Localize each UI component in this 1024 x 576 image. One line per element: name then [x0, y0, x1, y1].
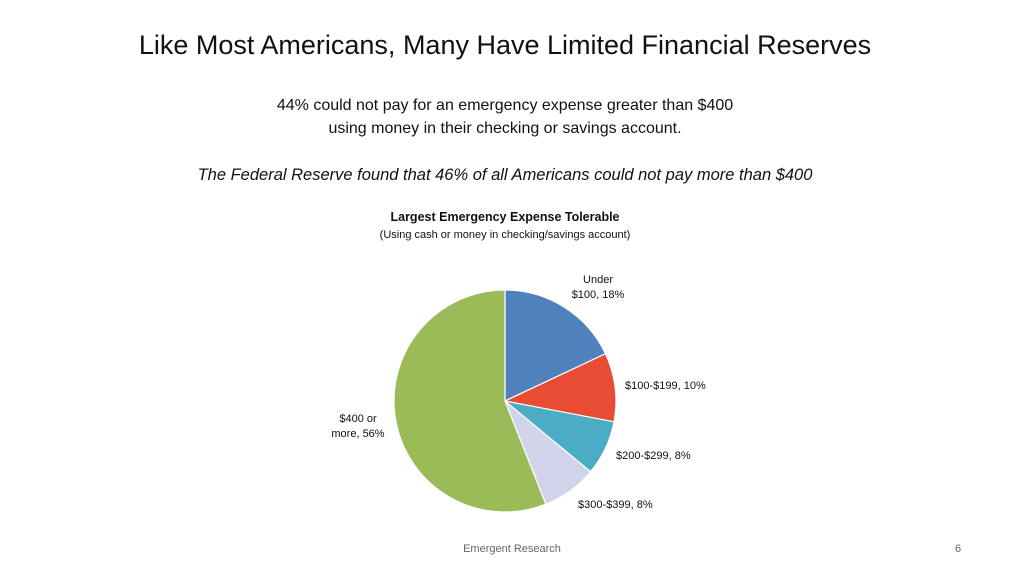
pie-slice-5	[393, 289, 547, 513]
federal-reserve-note: The Federal Reserve found that 46% of al…	[197, 166, 813, 184]
chart-subtitle: (Using cash or money in checking/savings…	[379, 229, 631, 241]
pie-label-2: $100-$199, 10%	[625, 380, 706, 392]
pie-label-1: Under $100, 18%	[572, 274, 625, 301]
page-number: 6	[955, 543, 962, 555]
chart-title: Largest Emergency Expense Tolerable	[390, 210, 620, 224]
pie-slice-1	[504, 289, 607, 402]
pie-label-4: $300-$399, 8%	[578, 499, 653, 511]
pie-label-5: $400 or more, 56%	[331, 413, 384, 440]
footer-source: Emergent Research	[463, 543, 561, 555]
subtitle-line-1: 44% could not pay for an emergency expen…	[276, 97, 734, 114]
pie-label-3: $200-$299, 8%	[616, 450, 691, 462]
subtitle-line-2: using money in their checking or savings…	[328, 120, 682, 137]
slide-title: Like Most Americans, Many Have Limited F…	[138, 30, 872, 60]
